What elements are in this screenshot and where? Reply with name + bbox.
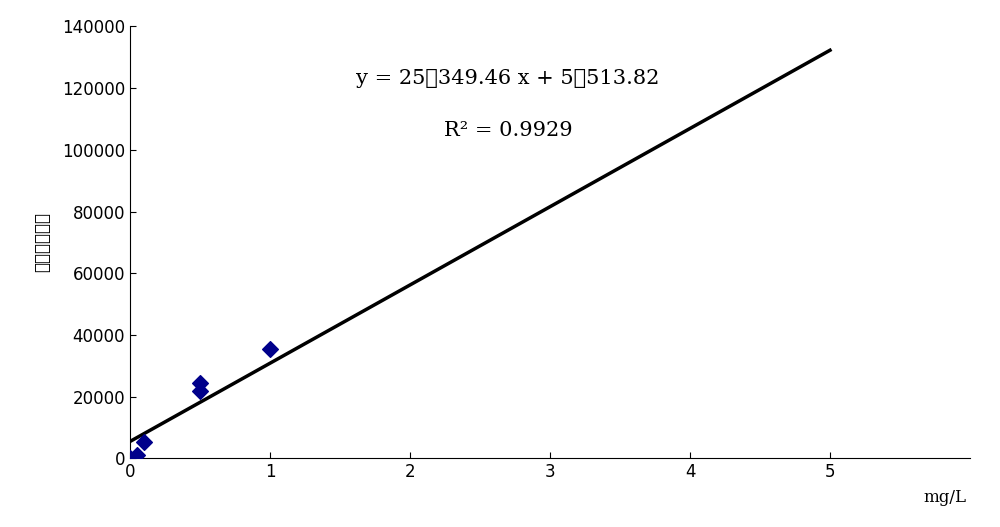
Point xyxy=(129,451,145,459)
Point xyxy=(122,454,138,463)
X-axis label: mg/L: mg/L xyxy=(923,489,966,506)
Point xyxy=(262,345,278,353)
Text: y = 25，349.46 x + 5，513.82: y = 25，349.46 x + 5，513.82 xyxy=(356,69,660,87)
Y-axis label: 峰面积响应值: 峰面积响应值 xyxy=(33,212,51,272)
Point xyxy=(192,378,208,387)
Point xyxy=(192,386,208,395)
Point xyxy=(136,437,152,446)
Text: R² = 0.9929: R² = 0.9929 xyxy=(444,121,572,140)
